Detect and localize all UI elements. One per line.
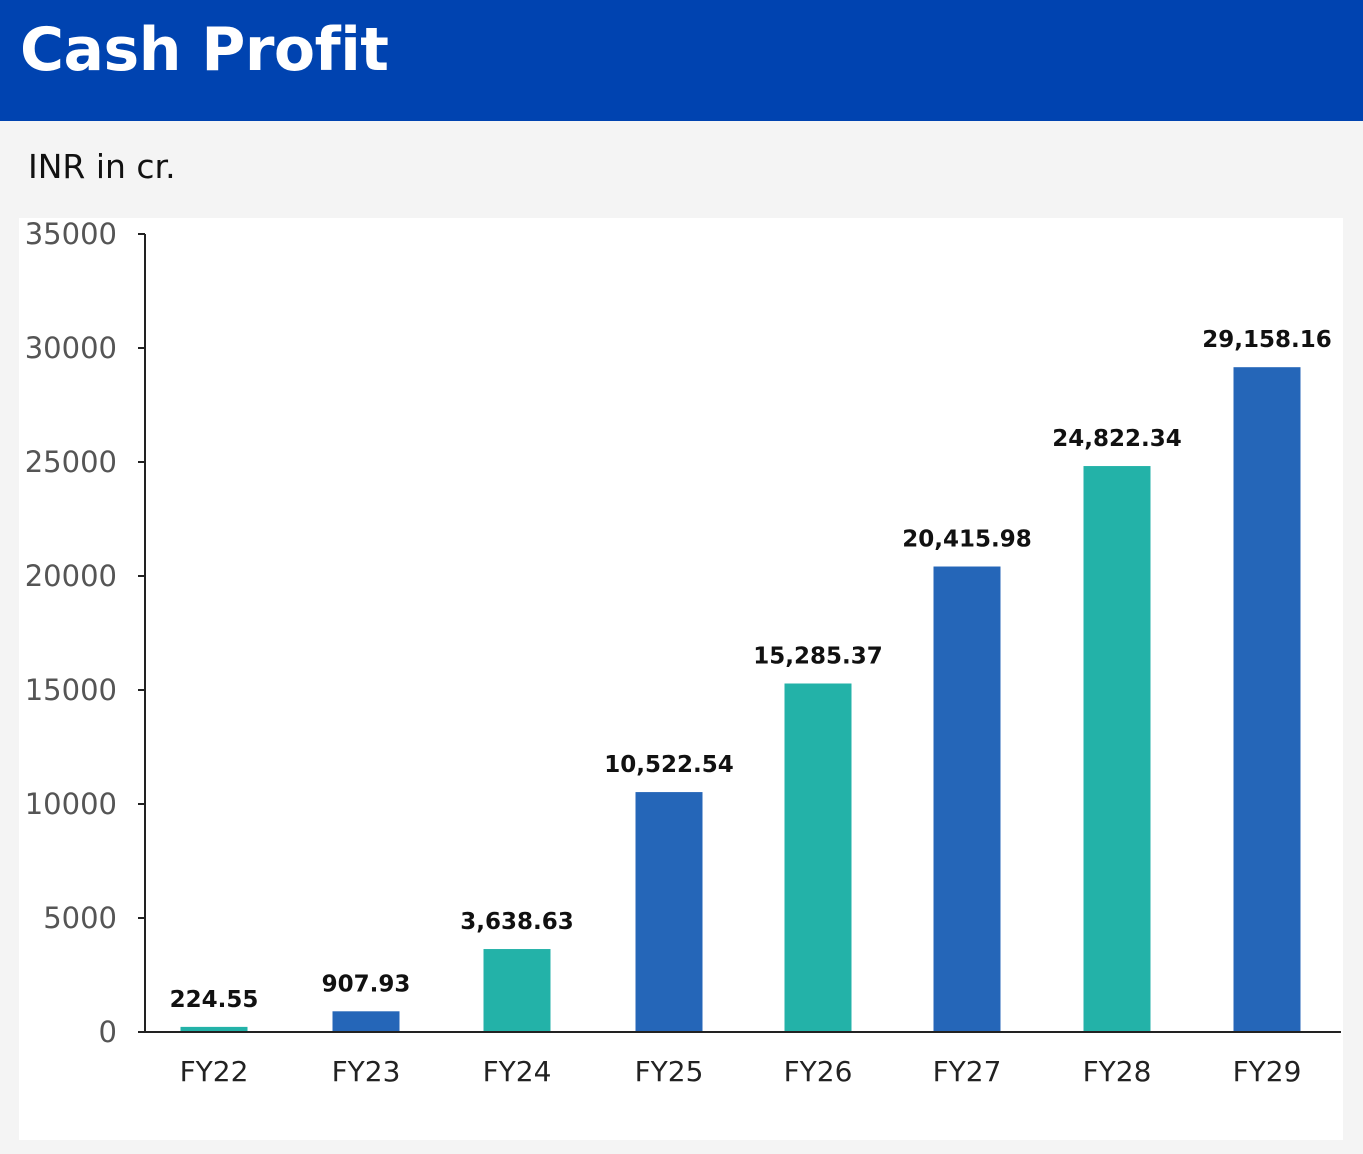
x-axis-labels: FY22 FY23 FY24 FY25 FY26 FY27 FY28 FY29 xyxy=(180,1055,1302,1088)
x-tick-label-fy25: FY25 xyxy=(635,1055,704,1088)
y-axis-ticks: 0 5000 10000 15000 20000 25000 30000 35000 xyxy=(25,218,145,1049)
bars xyxy=(180,367,1301,1032)
data-labels: 224.55 907.93 3,638.63 10,522.54 15,285.37 20… xyxy=(170,327,1332,1013)
x-tick-label-fy27: FY27 xyxy=(933,1055,1002,1088)
data-label-fy27: 20,415.98 xyxy=(902,527,1032,553)
x-tick-label-fy29: FY29 xyxy=(1233,1055,1302,1088)
y-tick-label: 30000 xyxy=(25,331,117,365)
x-tick-label-fy22: FY22 xyxy=(180,1055,249,1088)
data-label-fy26: 15,285.37 xyxy=(753,643,883,669)
bar-fy22 xyxy=(180,1026,248,1032)
bar-chart: 0 5000 10000 15000 20000 25000 30000 35000 224.… xyxy=(25,218,1341,1088)
data-label-fy29: 29,158.16 xyxy=(1202,327,1332,353)
y-tick-label: 10000 xyxy=(25,787,117,821)
data-label-fy24: 3,638.63 xyxy=(460,909,574,935)
data-label-fy28: 24,822.34 xyxy=(1052,426,1182,452)
bar-fy27 xyxy=(933,566,1001,1032)
data-label-fy25: 10,522.54 xyxy=(604,752,734,778)
bar-fy26 xyxy=(784,683,852,1032)
y-tick-label: 35000 xyxy=(25,218,117,251)
data-label-fy23: 907.93 xyxy=(322,971,411,997)
data-label-fy22: 224.55 xyxy=(170,987,259,1013)
page-title: Cash Profit xyxy=(20,15,389,85)
bar-fy29 xyxy=(1233,367,1301,1032)
y-tick-label: 20000 xyxy=(25,559,117,593)
y-tick-label: 25000 xyxy=(25,445,117,479)
bar-fy24 xyxy=(483,949,551,1032)
y-tick-label: 15000 xyxy=(25,673,117,707)
x-tick-label-fy28: FY28 xyxy=(1083,1055,1152,1088)
x-tick-label-fy24: FY24 xyxy=(483,1055,552,1088)
x-tick-label-fy26: FY26 xyxy=(784,1055,853,1088)
unit-label: INR in cr. xyxy=(28,147,176,186)
x-tick-label-fy23: FY23 xyxy=(332,1055,401,1088)
y-tick-label: 5000 xyxy=(43,901,117,935)
chart-panel: 0 5000 10000 15000 20000 25000 30000 35000 224.… xyxy=(19,218,1343,1140)
header-bar: Cash Profit xyxy=(0,0,1363,121)
y-tick-label: 0 xyxy=(99,1015,117,1049)
bar-fy25 xyxy=(635,792,703,1032)
bar-fy28 xyxy=(1083,466,1151,1032)
bar-fy23 xyxy=(332,1011,400,1032)
